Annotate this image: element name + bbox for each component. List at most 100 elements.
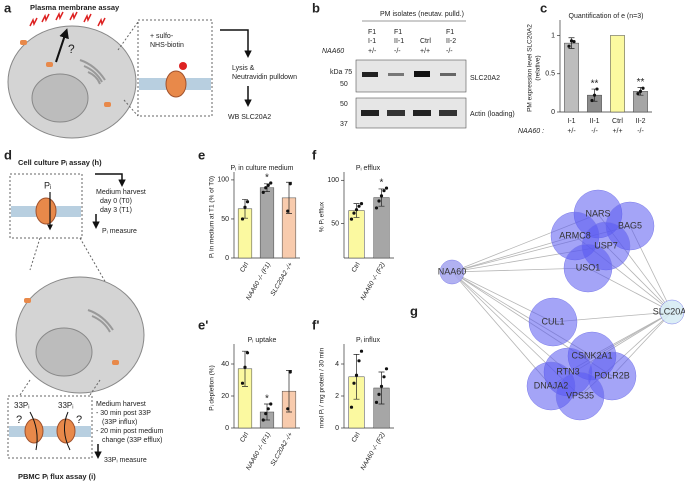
x-tick-label: SLC20A2 -/+ — [269, 431, 294, 467]
slc20a2 — [24, 418, 44, 444]
flux-step: (33P influx) — [102, 419, 137, 426]
node-label: BAG5 — [618, 220, 642, 230]
panel-letter: g — [410, 303, 418, 318]
data-point — [264, 412, 268, 416]
y-tick-label: 50 — [331, 220, 339, 227]
transporter — [104, 102, 111, 107]
chart-title: Pᵢ uptake — [248, 337, 277, 344]
data-point — [377, 392, 381, 396]
x-tick-label: II-2 — [635, 118, 645, 125]
arrow — [55, 28, 69, 63]
data-point — [288, 370, 292, 374]
data-point — [374, 206, 379, 210]
data-point — [354, 208, 359, 212]
y-axis-label: % Pᵢ efflux — [319, 201, 326, 232]
lane-family: F1 — [394, 29, 402, 36]
error-bar — [378, 371, 385, 405]
lane-id: I-1 — [368, 38, 376, 45]
data-point — [243, 365, 247, 369]
step: day 3 (T1) — [100, 207, 132, 214]
band — [440, 73, 456, 76]
genotype-label: -/- — [637, 128, 644, 135]
y-tick-label: 100 — [217, 177, 229, 184]
x-tick-label: NAA60 -/- (F2) — [360, 261, 387, 301]
data-point — [352, 381, 356, 385]
band — [414, 71, 430, 77]
data-point — [261, 190, 265, 194]
chart-title: Pᵢ in culture medium — [231, 165, 294, 172]
data-point — [354, 373, 359, 377]
x-tick-label: I-1 — [567, 118, 575, 125]
zoom-line — [19, 379, 101, 396]
band — [439, 110, 457, 116]
x-tick-label: Ctrl — [351, 261, 362, 274]
lane-id: Ctrl — [420, 38, 431, 45]
zoom-box — [137, 19, 213, 117]
x-tick-label: SLC20A2 -/+ — [269, 261, 294, 297]
y-tick-label: 0 — [225, 425, 229, 432]
panel-letter: f' — [312, 317, 319, 332]
golgi — [79, 59, 106, 85]
panel-title: Cell culture Pᵢ assay (h) — [18, 158, 102, 167]
error-bar — [286, 181, 292, 214]
data-point — [357, 204, 361, 208]
pi: Pᵢ — [44, 180, 51, 190]
node-label: VPS35 — [566, 390, 594, 400]
y-axis-label: nnol Pᵢ / mg protein / 30 min — [319, 347, 326, 428]
data-point — [349, 405, 354, 409]
data-point — [638, 89, 643, 93]
panel-d: Cell culture Pᵢ assay (h) Pᵢ Medium harv… — [7, 158, 163, 481]
node-label: ARMC8 — [559, 230, 591, 240]
y-tick-label: 20 — [221, 393, 229, 400]
data-point — [379, 194, 384, 198]
bar — [610, 35, 625, 113]
x-tick-label: Ctrl — [612, 118, 623, 125]
panel-letter: c — [540, 0, 547, 15]
flux-step: change (33P efflux) — [102, 437, 162, 444]
edge — [451, 271, 552, 387]
band — [362, 72, 378, 77]
flux-step: - 20 min post medium — [96, 428, 163, 435]
blot-header: PM isolates (neutav. pulld.) — [380, 11, 464, 18]
membrane — [9, 426, 91, 437]
marker: kDa 75 — [330, 69, 352, 76]
genotype-label: +/- — [567, 128, 576, 135]
data-point — [243, 205, 247, 209]
flux-step: - 30 min post 33P — [96, 410, 151, 417]
node-label: CUL1 — [541, 316, 564, 326]
data-point — [261, 418, 265, 422]
node-label: NAA60 — [438, 266, 467, 276]
panel-b: PM isolates (neutav. pulld.) NAA60 F1 I-… — [322, 11, 515, 129]
data-point — [592, 93, 597, 97]
node-label: CSNK2A1 — [571, 350, 612, 360]
slc20a2 — [165, 70, 187, 98]
node-label: POLR2B — [594, 370, 630, 380]
chart-title: Quantification of e (n=3) — [569, 13, 644, 20]
error-bar — [286, 370, 292, 413]
y-tick-label: 0 — [551, 109, 555, 116]
panel-letter: d — [4, 147, 12, 162]
zoom-line — [29, 237, 111, 291]
blot-label: Actin (loading) — [470, 111, 515, 118]
data-point — [641, 86, 645, 90]
edge — [451, 271, 569, 373]
panel-letter: f — [312, 147, 317, 162]
y-axis-label: Pᵢ in medium at T1 (% of T0) — [209, 176, 216, 258]
data-point — [266, 183, 270, 187]
node — [439, 259, 465, 285]
lane-id: II-2 — [446, 38, 456, 45]
question: ? — [76, 414, 82, 426]
data-point — [382, 375, 386, 379]
band — [361, 110, 379, 116]
lane-genotype: -/- — [394, 48, 401, 55]
y-tick-label: 2 — [335, 393, 339, 400]
data-point — [379, 384, 384, 388]
node-label: SLC20A2 — [653, 306, 685, 316]
readout: WB SLC20A2 — [228, 114, 271, 121]
x-tick-label: NAA60 -/- (F2) — [360, 431, 387, 471]
tracer: 33Pᵢ — [58, 401, 74, 410]
data-point — [359, 349, 364, 353]
x-tick-label: Ctrl — [351, 431, 362, 444]
marker: 50 — [340, 101, 348, 108]
